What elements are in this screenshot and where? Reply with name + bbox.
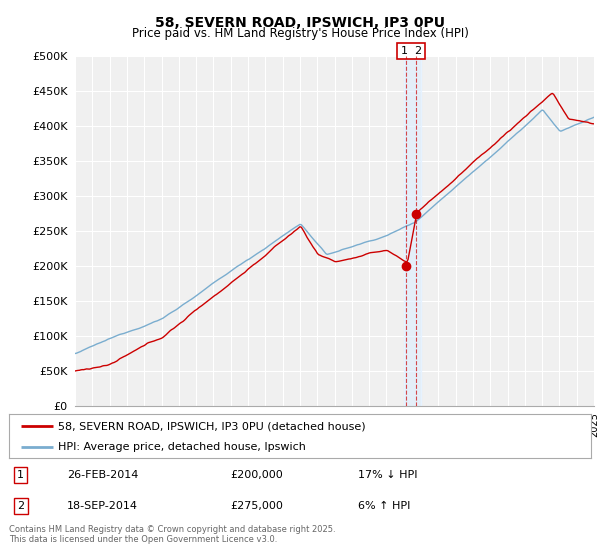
Text: 2: 2 <box>17 501 24 511</box>
Bar <box>404 56 421 406</box>
Text: Contains HM Land Registry data © Crown copyright and database right 2025.
This d: Contains HM Land Registry data © Crown c… <box>9 525 335 544</box>
Text: £200,000: £200,000 <box>230 470 283 480</box>
Text: 17% ↓ HPI: 17% ↓ HPI <box>358 470 418 480</box>
Text: 18-SEP-2014: 18-SEP-2014 <box>67 501 138 511</box>
Text: 58, SEVERN ROAD, IPSWICH, IP3 0PU: 58, SEVERN ROAD, IPSWICH, IP3 0PU <box>155 16 445 30</box>
Text: 1: 1 <box>17 470 24 480</box>
Text: 26-FEB-2014: 26-FEB-2014 <box>67 470 139 480</box>
Text: 1  2: 1 2 <box>401 46 422 56</box>
Text: 6% ↑ HPI: 6% ↑ HPI <box>358 501 410 511</box>
Text: £275,000: £275,000 <box>230 501 283 511</box>
Text: Price paid vs. HM Land Registry's House Price Index (HPI): Price paid vs. HM Land Registry's House … <box>131 27 469 40</box>
Text: 58, SEVERN ROAD, IPSWICH, IP3 0PU (detached house): 58, SEVERN ROAD, IPSWICH, IP3 0PU (detac… <box>58 422 366 431</box>
Text: HPI: Average price, detached house, Ipswich: HPI: Average price, detached house, Ipsw… <box>58 442 307 452</box>
